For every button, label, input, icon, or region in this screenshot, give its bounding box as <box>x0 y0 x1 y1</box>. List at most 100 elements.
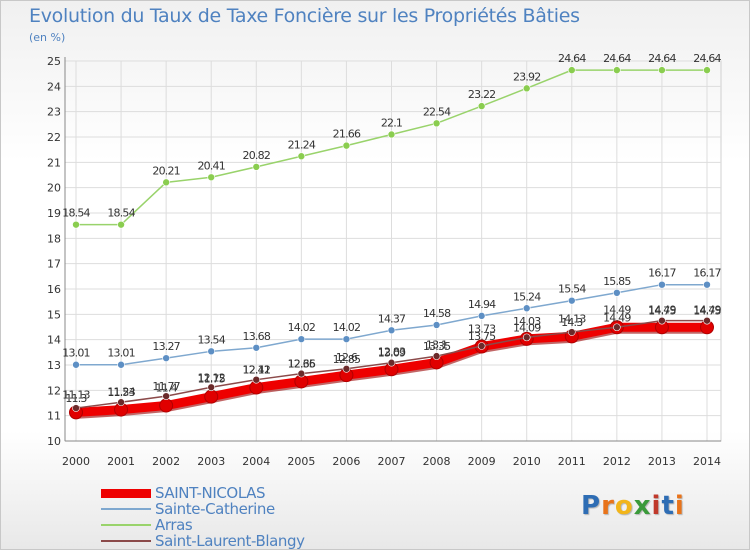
logo-letter: o <box>614 491 634 521</box>
data-point <box>387 358 396 367</box>
data-point <box>207 173 216 182</box>
data-label: 21.66 <box>333 128 361 141</box>
y-tick-label: 14 <box>47 334 61 347</box>
data-label: 14.3 <box>561 316 583 329</box>
data-point <box>162 178 170 187</box>
data-label: 12.6 <box>336 351 358 364</box>
data-label: 11.53 <box>107 386 135 399</box>
data-point <box>387 130 396 139</box>
data-point <box>522 333 531 342</box>
data-point <box>432 352 441 360</box>
data-point <box>72 360 80 369</box>
data-label: 21.24 <box>288 138 316 151</box>
data-label: 20.41 <box>197 159 225 172</box>
data-label: 15.85 <box>603 275 631 288</box>
data-label: 14.58 <box>423 307 451 320</box>
data-label: 15.54 <box>558 283 586 296</box>
data-label: 12.42 <box>243 364 271 377</box>
y-tick-label: 19 <box>47 207 61 220</box>
data-point <box>297 335 306 343</box>
data-label: 11.75 <box>197 373 225 386</box>
x-tick-label: 2006 <box>332 455 360 468</box>
data-label: 12.12 <box>197 371 225 384</box>
logo-letter: x <box>633 491 652 521</box>
data-label: 15.24 <box>513 290 541 303</box>
x-tick-label: 2011 <box>558 455 586 468</box>
data-point <box>567 328 576 336</box>
x-tick-label: 2013 <box>648 455 676 468</box>
data-label: 11.4 <box>155 382 177 395</box>
data-point <box>117 360 125 369</box>
data-point <box>297 369 306 378</box>
legend-item: SAINT-NICOLAS <box>101 484 305 502</box>
data-label: 24.64 <box>648 52 676 65</box>
y-tick-label: 24 <box>47 80 61 93</box>
legend-swatch <box>101 524 151 526</box>
legend-label: Sainte-Catherine <box>155 500 275 518</box>
data-point <box>204 389 219 404</box>
data-label: 13.73 <box>468 323 496 336</box>
data-point <box>159 398 174 413</box>
data-point <box>703 66 711 74</box>
data-point <box>117 398 125 407</box>
data-point <box>613 66 621 74</box>
y-tick-label: 12 <box>47 384 61 397</box>
y-tick-label: 22 <box>47 131 61 144</box>
data-label: 14.75 <box>693 305 721 318</box>
x-tick-label: 2012 <box>603 455 631 468</box>
x-tick-label: 2008 <box>423 455 451 468</box>
x-tick-label: 2007 <box>378 455 406 468</box>
data-point <box>387 326 396 335</box>
data-label: 11.24 <box>107 386 135 399</box>
data-point <box>342 364 351 373</box>
data-label: 14.49 <box>603 303 631 316</box>
data-point <box>658 280 666 289</box>
data-point <box>207 383 216 392</box>
data-label: 12.35 <box>288 357 316 370</box>
x-tick-label: 2001 <box>107 455 135 468</box>
data-label: 14.09 <box>513 321 541 334</box>
logo-letter: t <box>661 491 675 521</box>
data-label: 12.85 <box>333 353 361 366</box>
data-label: 14.49 <box>648 303 676 316</box>
data-point <box>297 152 306 161</box>
logo-letter: i <box>651 491 662 521</box>
data-label: 12.83 <box>378 345 406 358</box>
y-tick-label: 13 <box>47 359 61 372</box>
data-point <box>613 323 621 332</box>
x-tick-label: 2002 <box>152 455 180 468</box>
data-point <box>567 66 576 74</box>
data-point <box>658 66 666 74</box>
data-label: 12.66 <box>288 358 316 371</box>
data-label: 13.09 <box>378 347 406 360</box>
data-label: 13.54 <box>197 333 225 346</box>
y-tick-label: 16 <box>47 283 61 296</box>
data-label: 13.68 <box>243 330 271 343</box>
data-point <box>477 312 486 320</box>
data-label: 20.82 <box>243 149 271 162</box>
data-point <box>342 141 351 150</box>
data-label: 14.02 <box>288 321 316 334</box>
data-label: 13.75 <box>468 330 496 343</box>
data-label: 14.37 <box>378 312 406 325</box>
legend-swatch <box>101 540 151 542</box>
data-point <box>72 404 80 412</box>
logo-letter: i <box>674 491 685 521</box>
data-label: 24.64 <box>693 52 721 65</box>
data-label: 18.54 <box>107 207 135 220</box>
data-label: 18.54 <box>62 207 90 220</box>
y-tick-label: 20 <box>47 182 61 195</box>
data-label: 11.77 <box>152 380 180 393</box>
data-label: 13.1 <box>426 338 447 351</box>
data-label: 14.03 <box>513 315 541 328</box>
data-point <box>162 354 170 362</box>
y-tick-label: 17 <box>47 258 61 271</box>
legend: SAINT-NICOLAS Sainte-Catherine Arras Saint-… <box>101 484 305 550</box>
data-point <box>477 342 486 350</box>
data-point <box>252 163 261 171</box>
data-label: 14.49 <box>603 311 631 324</box>
data-label: 13.35 <box>423 340 451 353</box>
x-tick-label: 2003 <box>197 455 225 468</box>
data-label: 14.75 <box>648 305 676 318</box>
